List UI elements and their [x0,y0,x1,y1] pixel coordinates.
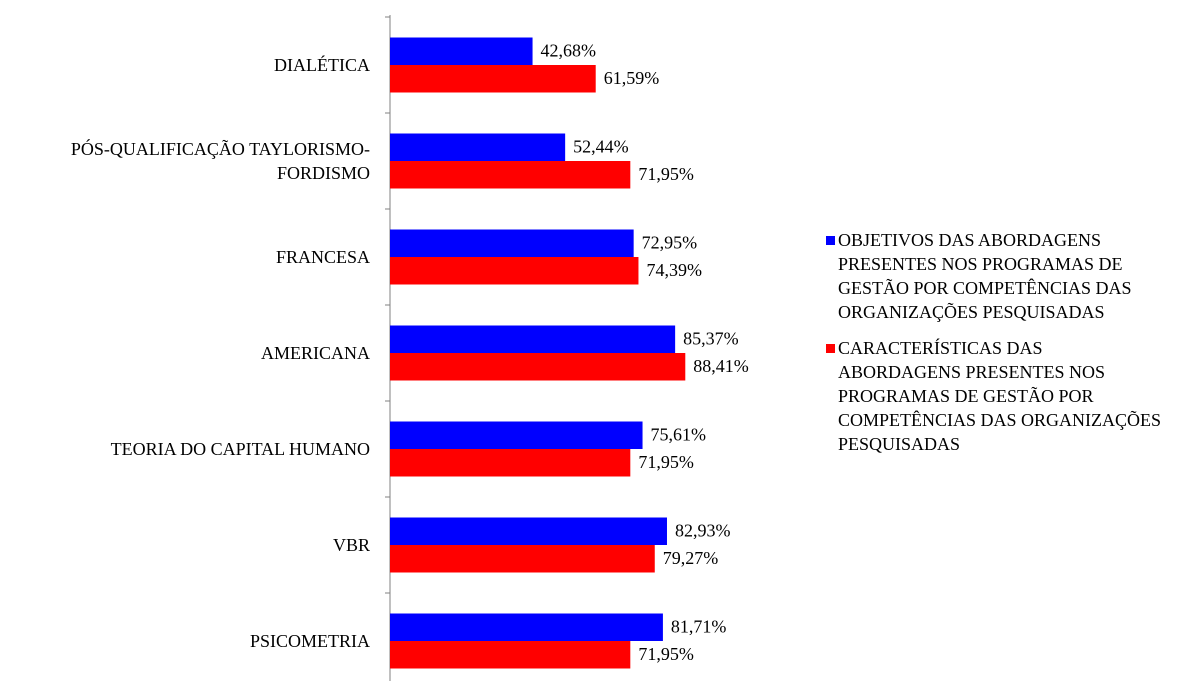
data-label: 85,37% [683,328,739,348]
y-tick-label: FRANCESA [275,247,370,267]
y-tick-label: PÓS-QUALIFICAÇÃO TAYLORISMO-FORDISMO [70,139,370,183]
data-label: 71,95% [638,644,694,664]
bar [390,161,631,189]
legend-label: OBJETIVOS DAS ABORDAGENS PRESENTES NOS P… [838,230,1132,322]
data-label: 79,27% [663,548,719,568]
bar [390,353,686,381]
data-label: 88,41% [693,356,749,376]
y-tick-label: PSICOMETRIA [249,631,370,651]
data-label: 81,71% [671,616,727,636]
data-label: 74,39% [646,260,702,280]
bar [390,449,631,477]
y-tick-label: VBR [332,535,370,555]
legend-label: CARACTERÍSTICAS DAS ABORDAGENS PRESENTES… [838,338,1162,454]
data-label: 82,93% [675,520,731,540]
y-tick-label: TEORIA DO CAPITAL HUMANO [110,439,370,459]
bar [390,229,634,257]
data-label: 71,95% [638,164,694,184]
bar [390,517,667,545]
bar [390,545,655,573]
bar [390,37,533,65]
y-tick-label: DIALÉTICA [274,55,370,75]
bar [390,613,663,641]
bar [390,257,639,285]
y-tick-label: AMERICANA [260,343,370,363]
legend-swatch [826,236,835,245]
bar [390,133,566,161]
bar [390,325,676,353]
data-label: 61,59% [604,68,660,88]
legend-swatch [826,344,835,353]
data-label: 72,95% [642,232,698,252]
bar [390,421,643,449]
data-label: 71,95% [638,452,694,472]
data-label: 42,68% [541,40,597,60]
bar [390,641,631,669]
data-label: 52,44% [573,136,629,156]
data-label: 75,61% [651,424,707,444]
bar [390,65,596,93]
